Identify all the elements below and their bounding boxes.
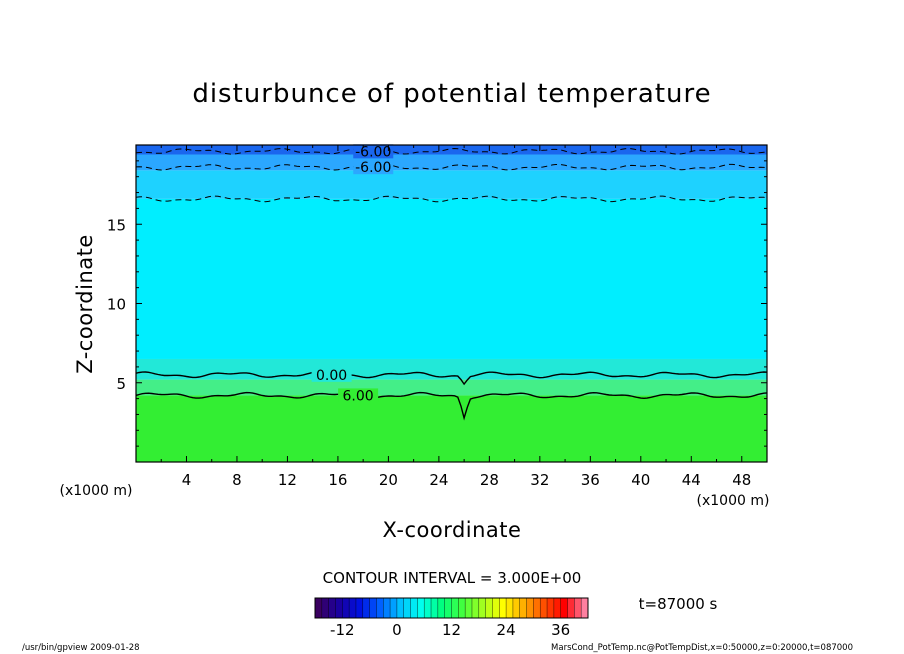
colorbar-cell [547, 598, 555, 618]
x-tick-label: 40 [631, 471, 650, 489]
colorbar-cell [499, 598, 507, 618]
y-tick-label: 15 [107, 216, 126, 234]
colorbar-cell [519, 598, 528, 618]
contour-line-0 [136, 391, 767, 421]
colorbar-tick-label: 12 [442, 621, 461, 639]
contour-label-1: 0.00 [316, 368, 347, 384]
colorbar-cell [553, 598, 562, 618]
footer-left: /usr/bin/gpview 2009-01-28 [22, 643, 140, 653]
colorbar-frame [314, 597, 589, 619]
colorbar-cell [383, 598, 391, 618]
colorbar-cell [349, 598, 357, 618]
contour-label-bg-1 [311, 367, 352, 382]
colorbar-cell [451, 598, 459, 618]
x-tick-label: 48 [732, 471, 751, 489]
colorbar-cell [444, 598, 452, 618]
colorbar-cell [342, 598, 350, 618]
x-axis-label: X-coordinate [383, 518, 522, 542]
heatmap-band-6 [136, 145, 767, 155]
colorbar-cell [485, 598, 493, 618]
y-axis-label: Z-coordinate [73, 234, 97, 374]
colorbar-cell [355, 598, 364, 618]
heatmap-band-0 [136, 395, 767, 462]
colorbar-cell [471, 598, 480, 618]
colorbar-cell [396, 598, 405, 618]
colorbar-cell [315, 598, 323, 618]
colorbar-cell [431, 598, 439, 618]
colorbar-cell [376, 598, 384, 618]
x-tick-label: 36 [581, 471, 600, 489]
x-unit-left: (x1000 m) [60, 483, 133, 499]
contour-labels: 6.00 0.00 -6.00-6.00 [311, 144, 394, 404]
x-tick-label: 32 [530, 471, 549, 489]
colorbar-cell [410, 598, 418, 618]
heatmap-band-4 [136, 170, 767, 199]
y-axis-ticks: 5 10 15 [107, 160, 767, 447]
chart-title: disturbunce of potential temperature [192, 79, 711, 109]
contour-label-bg-3 [353, 160, 394, 175]
colorbar-cell [390, 598, 398, 618]
colorbar-cell [362, 598, 371, 618]
contour-label-4: -6.00 [355, 144, 391, 160]
colorbar-cell [506, 598, 514, 618]
colorbar-cell [492, 598, 500, 618]
heatmap-band-5 [136, 154, 767, 171]
footer-right: MarsCond_PotTemp.nc@PotTempDist,x=0:5000… [551, 643, 853, 653]
contour-line-2 [136, 195, 767, 203]
heatmap-band-3 [136, 198, 767, 359]
colorbar-cell [321, 598, 330, 618]
colorbar-cell [560, 598, 569, 618]
contour-lines [136, 147, 767, 421]
colorbar-cell [574, 598, 582, 618]
time-label: t=87000 s [639, 595, 718, 613]
colorbar-cell [335, 598, 343, 618]
colorbar-cell [458, 598, 466, 618]
contour-line-1 [136, 371, 767, 386]
x-tick-label: 12 [278, 471, 297, 489]
colorbar-cell [567, 598, 575, 618]
y-tick-label: 5 [116, 375, 126, 393]
x-tick-label: 28 [480, 471, 499, 489]
heatmap-band-2 [136, 358, 767, 380]
x-tick-label: 16 [328, 471, 347, 489]
y-tick-label: 10 [107, 296, 126, 314]
colorbar-cell [424, 598, 432, 618]
colorbar-cell [369, 598, 377, 618]
heatmap-layers [136, 145, 767, 462]
colorbar-cell [526, 598, 534, 618]
contour-line-4 [136, 147, 767, 155]
colorbar-cell [478, 598, 487, 618]
x-axis-ticks: 4 8 12 16 20 24 28 32 36 40 44 48 [160, 145, 768, 489]
colorbar-cell [581, 598, 589, 618]
colorbar-tick-label: 0 [392, 621, 402, 639]
x-tick-label: 24 [429, 471, 448, 489]
contour-label-bg-0 [338, 388, 379, 403]
contour-label-3: -6.00 [355, 160, 391, 176]
colorbar-tick-label: 36 [551, 621, 570, 639]
colorbar [314, 597, 589, 619]
colorbar-cell [437, 598, 446, 618]
colorbar-cell [403, 598, 412, 618]
contour-interval-text: CONTOUR INTERVAL = 3.000E+00 [323, 569, 582, 587]
x-tick-label: 4 [182, 471, 192, 489]
colorbar-cell [328, 598, 336, 618]
colorbar-cell [533, 598, 541, 618]
contour-label-0: 6.00 [343, 388, 374, 404]
colorbar-cell [540, 598, 548, 618]
colorbar-cell [417, 598, 425, 618]
colorbar-cell [512, 598, 521, 618]
colorbar-ticks: -12 0 12 24 36 [330, 621, 570, 639]
x-tick-label: 20 [379, 471, 398, 489]
colorbar-tick-label: 24 [497, 621, 516, 639]
x-unit-right: (x1000 m) [697, 493, 770, 509]
x-tick-label: 44 [682, 471, 701, 489]
heatmap-band-1 [136, 379, 767, 396]
colorbar-tick-label: -12 [330, 621, 355, 639]
colorbar-cell [465, 598, 473, 618]
contour-line-3 [136, 163, 767, 171]
x-tick-label: 8 [232, 471, 242, 489]
